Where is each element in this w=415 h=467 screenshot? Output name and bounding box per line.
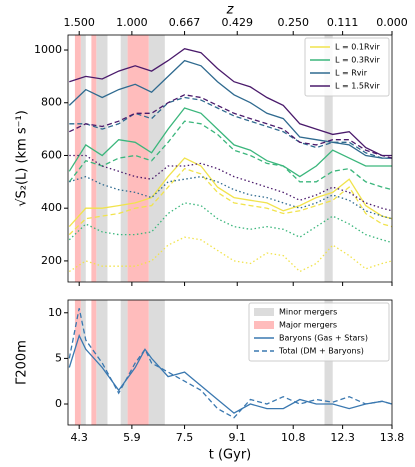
x-tick-label: 7.5 <box>176 431 194 444</box>
x-tick-label: 13.8 <box>380 431 405 444</box>
legend-box <box>304 37 390 97</box>
x-tick-label: 9.1 <box>228 431 246 444</box>
series-line <box>69 47 392 157</box>
x2-tick-label: 0.111 <box>327 16 359 29</box>
x2-tick-label: 0.429 <box>221 16 253 29</box>
axes-frame <box>67 299 393 426</box>
series-line <box>68 107 392 178</box>
axes-frame <box>67 34 393 283</box>
x-axis-label: t (Gyr) <box>209 448 252 463</box>
merger-span <box>74 300 81 425</box>
series-line <box>68 333 392 414</box>
x2-tick-label: 0.667 <box>169 16 201 29</box>
x2-tick-label: 1.000 <box>116 16 148 29</box>
y-tick-label: 800 <box>41 96 62 109</box>
legend-label: Total (DM + Baryons) <box>278 347 364 356</box>
merger-span <box>120 35 128 282</box>
legend-box <box>248 302 390 362</box>
y-tick-label: 200 <box>41 254 62 267</box>
y-tick-label: 0 <box>55 397 62 410</box>
legend-label: L = Rvir <box>335 69 368 78</box>
series-line <box>69 154 392 212</box>
legend-patch <box>254 321 274 329</box>
merger-span <box>91 35 97 282</box>
legend-label: Baryons (Gas + Stars) <box>279 334 368 343</box>
legend-label: Major mergers <box>279 321 337 330</box>
series-line <box>68 59 392 159</box>
merger-span <box>324 300 333 425</box>
legend-label: L = 0.3Rvir <box>335 56 380 65</box>
merger-span <box>148 35 165 282</box>
x2-axis-label: z <box>226 3 235 18</box>
merger-span <box>91 300 97 425</box>
x2-tick-label: 1.500 <box>63 16 95 29</box>
y-axis-label: √S₂(L) (km s⁻¹) <box>15 110 30 207</box>
x-tick-label: 12.3 <box>330 431 355 444</box>
series-line <box>69 94 392 159</box>
merger-span <box>148 300 165 425</box>
y-tick-label: 10 <box>48 306 62 319</box>
x2-tick-label: 0.000 <box>376 16 408 29</box>
y-tick-label: 5 <box>55 351 62 364</box>
x-tick-label: 5.9 <box>123 431 141 444</box>
merger-span <box>96 35 108 282</box>
series-line <box>69 96 392 159</box>
merger-span <box>80 35 86 282</box>
legend-patch <box>254 308 274 316</box>
x2-tick-label: 0.250 <box>277 16 309 29</box>
y-tick-label: 600 <box>41 148 62 161</box>
x-tick-label: 10.8 <box>281 431 306 444</box>
y-axis-label: Γ200m <box>15 340 30 385</box>
merger-span <box>120 300 128 425</box>
y-tick-label: 400 <box>41 201 62 214</box>
merger-span <box>127 35 149 282</box>
plot-area <box>68 300 392 425</box>
series-line <box>68 167 392 236</box>
y-tick-label: 1000 <box>34 43 62 56</box>
legend-label: L = 1.5Rvir <box>335 82 380 91</box>
x-tick-label: 4.3 <box>70 431 88 444</box>
series-line <box>68 157 392 228</box>
series-line <box>68 120 392 191</box>
legend-label: L = 0.1Rvir <box>335 43 380 52</box>
legend-label: Minor mergers <box>279 308 337 317</box>
merger-span <box>324 35 333 282</box>
plot-area <box>68 35 392 282</box>
merger-span <box>80 300 86 425</box>
merger-span <box>96 300 108 425</box>
